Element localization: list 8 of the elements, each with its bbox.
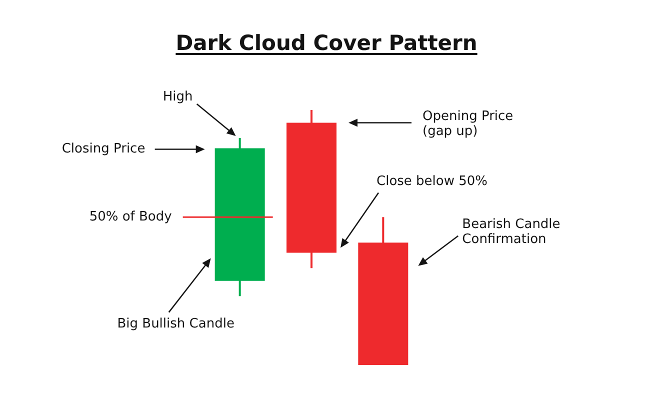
chart-title: Dark Cloud Cover Pattern	[176, 31, 478, 55]
ref-line-label: 50% of Body	[89, 209, 172, 224]
text: High	[162, 89, 193, 104]
annotation: Big Bullish Candle	[117, 316, 234, 332]
text: Bearish Candle Confirmation	[462, 217, 560, 248]
annotation: Close below 50%	[376, 174, 488, 190]
text: Closing Price	[62, 142, 146, 157]
text: Opening Price (gap up)	[422, 109, 514, 140]
